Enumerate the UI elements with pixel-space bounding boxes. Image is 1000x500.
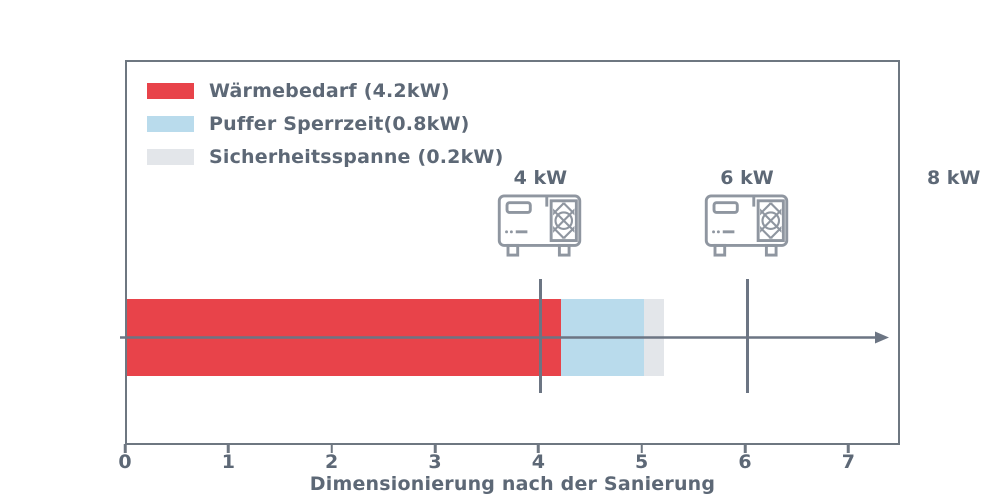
x-tick-mark [227, 444, 230, 453]
bar-segment-puffer-sperrzeit [561, 299, 644, 376]
heat-pump-display [712, 201, 739, 214]
heat-pump-display [505, 201, 533, 214]
heat-pump-fan [760, 202, 782, 239]
x-tick-mark [433, 444, 437, 453]
heat-pump-body [704, 194, 789, 247]
x-tick-mark [640, 444, 643, 453]
heat-pump-body [498, 194, 582, 247]
heat-pump-controls [505, 230, 528, 234]
heat-pump-foot-left [506, 243, 520, 257]
legend-label-puffer-sperrzeit: Puffer Sperrzeit(0.8kW) [209, 112, 470, 135]
heat-pump-icon [704, 194, 789, 257]
capacity-line-hp-4kw [538, 279, 542, 393]
capacity-label-hp-6kw: 6 kW [720, 167, 774, 189]
x-tick-mark [330, 444, 333, 453]
capacity-line-hp-6kw [745, 279, 749, 393]
heat-pump-foot-right [764, 243, 778, 257]
legend-swatch-puffer-sperrzeit [147, 115, 194, 132]
heat-pump-icon [498, 194, 582, 257]
legend-label-sicherheitsspanne: Sicherheitsspanne (0.2kW) [209, 145, 504, 168]
x-tick-mark [537, 444, 540, 453]
heat-pump-grille [550, 199, 579, 242]
bar-segment-waermebedarf [127, 299, 561, 376]
x-tick-label: 7 [841, 451, 855, 473]
capacity-label-hp-4kw: 4 kW [513, 167, 568, 189]
legend-item-waermebedarf: Wärmebedarf (4.2kW) [147, 74, 503, 107]
legend-item-puffer-sperrzeit: Puffer Sperrzeit(0.8kW) [147, 107, 503, 140]
legend-swatch-waermebedarf [147, 82, 194, 99]
x-tick-label: 2 [325, 451, 339, 473]
heat-pump-foot-left [713, 243, 727, 257]
x-tick-label: 1 [221, 451, 235, 473]
legend-swatch-sicherheitsspanne [147, 148, 194, 165]
x-tick-label: 3 [428, 451, 442, 473]
x-tick-label: 6 [738, 451, 752, 473]
x-tick-label: 5 [635, 451, 649, 473]
heat-pump-grille [756, 199, 785, 242]
plot-area: Wärmebedarf (4.2kW) Puffer Sperrzeit(0.8k… [120, 60, 980, 445]
heat-pump-foot-right [558, 243, 571, 257]
bar-segment-sicherheitsspanne [643, 299, 665, 376]
x-tick-label: 4 [531, 451, 545, 473]
x-axis-label: Dimensionierung nach der Sanierung [309, 473, 716, 495]
x-tick-mark [847, 444, 850, 453]
x-tick-mark [743, 444, 747, 453]
stacked-bar [127, 299, 898, 376]
legend-item-sicherheitsspanne: Sicherheitsspanne (0.2kW) [147, 140, 503, 173]
legend: Wärmebedarf (4.2kW) Puffer Sperrzeit(0.8k… [147, 74, 503, 173]
heat-pump-fan [553, 202, 575, 239]
x-tick-label: 0 [118, 451, 132, 473]
heat-pump-controls [712, 230, 735, 234]
capacity-label-hp-8kw: 8 kW [926, 167, 981, 189]
legend-label-waermebedarf: Wärmebedarf (4.2kW) [209, 79, 450, 102]
x-tick-mark [123, 444, 127, 453]
